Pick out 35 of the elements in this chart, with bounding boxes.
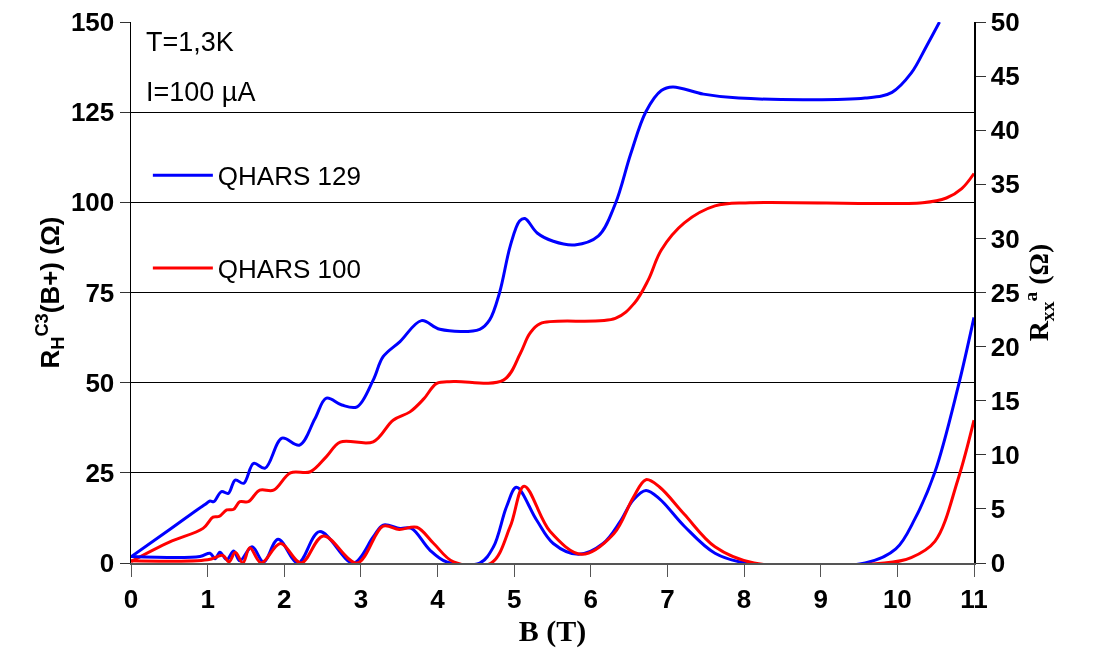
- x-tick-label: 0: [123, 583, 139, 614]
- y-tick-label: 0: [99, 548, 115, 579]
- x-tick-label: 4: [430, 583, 446, 614]
- x-tick-label: 10: [882, 583, 912, 614]
- annotation: T=1,3K: [146, 27, 234, 57]
- annotation: I=100 µA: [146, 77, 256, 107]
- y2-tick-label: 20: [990, 331, 1020, 362]
- y2-tick-label: 15: [990, 385, 1020, 416]
- y2-tick-label: 5: [990, 494, 1006, 524]
- legend-label: QHARS 129: [217, 161, 361, 192]
- y-tick-label: 50: [85, 367, 115, 398]
- y2-tick-label: 45: [990, 61, 1020, 92]
- x-tick-label: 7: [660, 583, 675, 614]
- y2-tick-label: 10: [990, 439, 1020, 470]
- y2-tick-label: 25: [990, 277, 1020, 308]
- x-tick-label: 1: [200, 583, 215, 614]
- legend-label: QHARS 100: [217, 254, 361, 285]
- y2-tick-label: 30: [990, 223, 1020, 254]
- y-tick-label: 25: [85, 457, 115, 488]
- x-tick-label: 2: [277, 583, 292, 614]
- y-tick-label: 75: [85, 277, 115, 308]
- x-tick-label: 6: [583, 583, 599, 614]
- x-tick-label: 11: [960, 583, 988, 614]
- y2-tick-label: 0: [990, 548, 1006, 579]
- y-tick-label: 100: [70, 187, 115, 218]
- y2-tick-label: 35: [990, 169, 1020, 200]
- y-tick-label: 150: [70, 7, 115, 38]
- x-tick-label: 8: [736, 583, 752, 614]
- y2-tick-label: 40: [990, 115, 1020, 146]
- x-axis-title: B (T): [518, 613, 587, 648]
- y2-tick-label: 50: [990, 7, 1020, 38]
- y-tick-label: 125: [70, 97, 115, 128]
- x-tick-label: 3: [353, 583, 369, 614]
- x-tick-label: 9: [813, 583, 828, 614]
- x-tick-label: 5: [506, 583, 522, 614]
